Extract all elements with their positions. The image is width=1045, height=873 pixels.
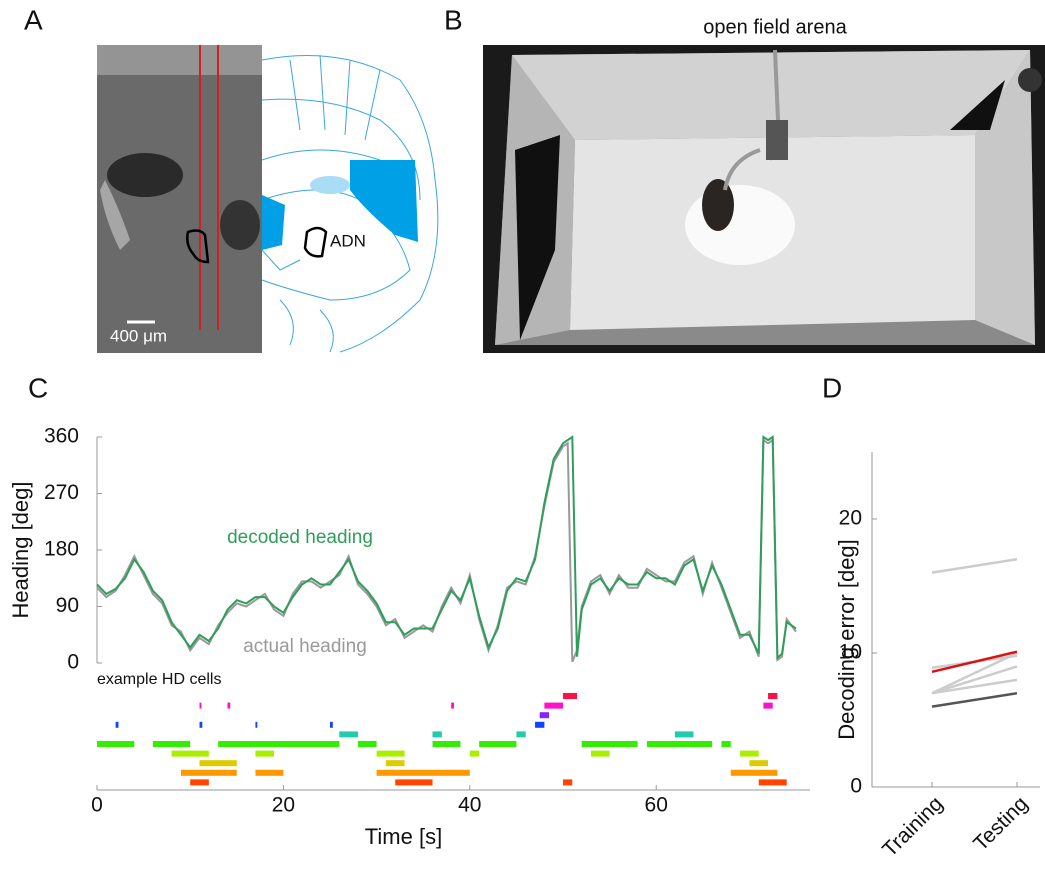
spike-span (377, 770, 470, 776)
y-tick-label: 180 (44, 538, 79, 561)
series-label: decoded heading (227, 527, 373, 548)
panel-letter: D (822, 372, 842, 403)
panel-letter: C (28, 372, 48, 403)
spike-span (451, 703, 454, 709)
raster-title: example HD cells (97, 671, 221, 688)
y-tick-label: 20 (839, 507, 862, 530)
x-axis-label: Time [s] (365, 824, 442, 849)
spike-span (227, 703, 230, 709)
scale-bar-label: 400 μm (110, 326, 167, 345)
spike-span (386, 760, 405, 766)
error-line (932, 666, 1017, 693)
error-line (932, 652, 1017, 672)
photo-title: open field arena (703, 16, 847, 38)
figure: A 400 μm ADN B open field arena (0, 0, 1045, 873)
spike-span (433, 731, 442, 737)
spike-span (768, 693, 777, 699)
spike-span (470, 751, 479, 757)
spike-span (535, 722, 544, 728)
y-tick-label: 0 (67, 651, 79, 674)
histology-image (97, 45, 262, 353)
spike-span (544, 703, 563, 709)
error-line (932, 693, 1017, 706)
spike-span (395, 779, 432, 785)
arena-photo (483, 45, 1045, 353)
spike-span (563, 779, 572, 785)
region-label: ADN (330, 231, 366, 250)
spike-span (591, 751, 610, 757)
spike-span (330, 722, 333, 728)
y-tick-label: 90 (56, 594, 79, 617)
series-label: actual heading (243, 636, 367, 657)
atlas-drawing (262, 55, 438, 352)
spike-span (200, 703, 202, 709)
error-line (932, 559, 1017, 572)
x-tick-label: 0 (91, 794, 103, 817)
spike-span (172, 751, 209, 757)
spike-span (377, 751, 405, 757)
heading-line (97, 437, 796, 658)
spike-span (255, 770, 283, 776)
spike-span (153, 741, 190, 747)
spike-span (97, 741, 134, 747)
spike-span (200, 722, 203, 728)
spike-span (339, 731, 358, 737)
spike-span (255, 722, 257, 728)
spike-span (516, 731, 525, 737)
heading-chart: 0 90 180 270 360 0 20 40 60 Time [s] Heading [deg]… (8, 425, 810, 849)
spike-span (218, 741, 339, 747)
y-tick-label: 270 (44, 481, 79, 504)
spike-span (255, 751, 274, 757)
spike-span (749, 760, 768, 766)
spike-span (433, 741, 461, 747)
spike-span (759, 779, 787, 785)
spike-span (190, 779, 209, 785)
y-axis-label: Heading [deg] (8, 482, 33, 619)
spike-span (116, 722, 119, 728)
y-axis-label: Decoding error [deg] (834, 539, 859, 740)
spike-span (731, 770, 778, 776)
spike-span (563, 693, 577, 699)
spike-span (647, 741, 712, 747)
panel-letter: A (24, 4, 43, 35)
heading-line (97, 440, 796, 662)
spike-span (479, 741, 516, 747)
spike-span (540, 712, 549, 718)
x-tick-label: 20 (272, 794, 295, 817)
spike-span (200, 760, 237, 766)
y-tick-label: 360 (44, 425, 79, 448)
y-tick-label: 0 (850, 775, 862, 798)
spike-span (582, 741, 638, 747)
spike-span (675, 731, 694, 737)
spike-span (358, 741, 377, 747)
x-tick-label: 40 (458, 794, 481, 817)
spike-span (721, 741, 730, 747)
spike-span (763, 703, 772, 709)
x-tick-label: Training (878, 792, 947, 861)
spike-span (181, 770, 237, 776)
x-tick-label: 60 (645, 794, 668, 817)
spike-span (740, 751, 759, 757)
x-tick-label: Testing (969, 792, 1032, 855)
panel-letter: B (444, 4, 463, 35)
